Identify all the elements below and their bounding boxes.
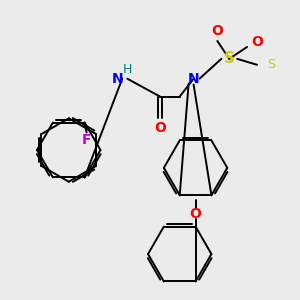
Text: O: O	[154, 121, 166, 135]
Text: S: S	[267, 58, 275, 71]
Text: N: N	[188, 72, 200, 86]
Text: S: S	[224, 51, 235, 66]
Text: O: O	[251, 35, 263, 49]
Text: O: O	[190, 207, 202, 221]
Text: H: H	[122, 63, 132, 76]
Text: O: O	[212, 24, 223, 38]
Text: F: F	[82, 134, 91, 147]
Text: N: N	[112, 72, 123, 86]
